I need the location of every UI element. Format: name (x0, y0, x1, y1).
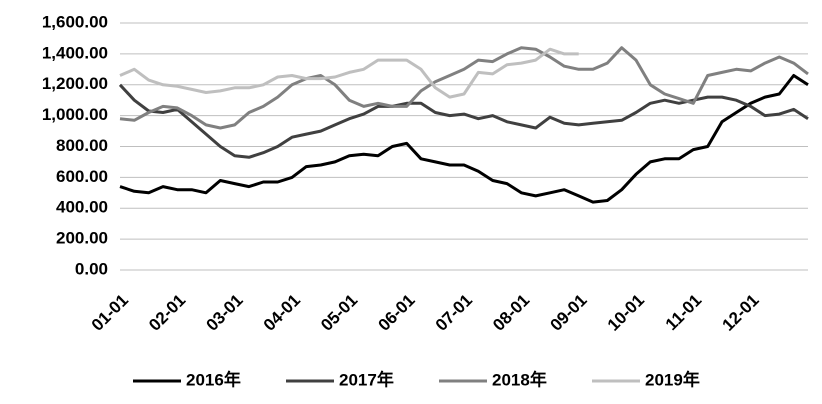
y-tick-label: 1,200.00 (42, 74, 108, 93)
legend-label: 2017年 (339, 369, 394, 389)
legend-label: 2018年 (492, 369, 547, 389)
x-tick-label: 11-01 (662, 291, 706, 335)
y-tick-label: 1,600.00 (42, 12, 108, 31)
y-tick-label: 200.00 (56, 229, 108, 248)
series-line (119, 74, 809, 204)
x-tick-label: 08-01 (489, 291, 533, 335)
legend-label: 2019年 (645, 369, 700, 389)
x-tick-label: 07-01 (432, 291, 476, 335)
x-tick-label: 04-01 (260, 291, 304, 335)
x-tick-label: 09-01 (546, 291, 590, 335)
y-tick-label: 1,000.00 (42, 105, 108, 124)
x-tick-label: 02-01 (145, 291, 189, 335)
legend-label: 2016年 (186, 369, 241, 389)
series-line (119, 47, 579, 99)
y-tick-label: 0.00 (75, 259, 108, 278)
x-tick-label: 03-01 (202, 291, 246, 335)
y-tick-label: 600.00 (56, 167, 108, 186)
x-tick-label: 05-01 (317, 291, 361, 335)
series-line (119, 46, 809, 130)
x-tick-label: 10-01 (604, 291, 648, 335)
x-tick-label: 12-01 (718, 291, 762, 335)
x-tick-label: 01-01 (88, 291, 132, 335)
x-tick-label: 06-01 (374, 291, 418, 335)
y-tick-label: 800.00 (56, 136, 108, 155)
y-tick-label: 400.00 (56, 198, 108, 217)
y-tick-label: 1,400.00 (42, 43, 108, 62)
